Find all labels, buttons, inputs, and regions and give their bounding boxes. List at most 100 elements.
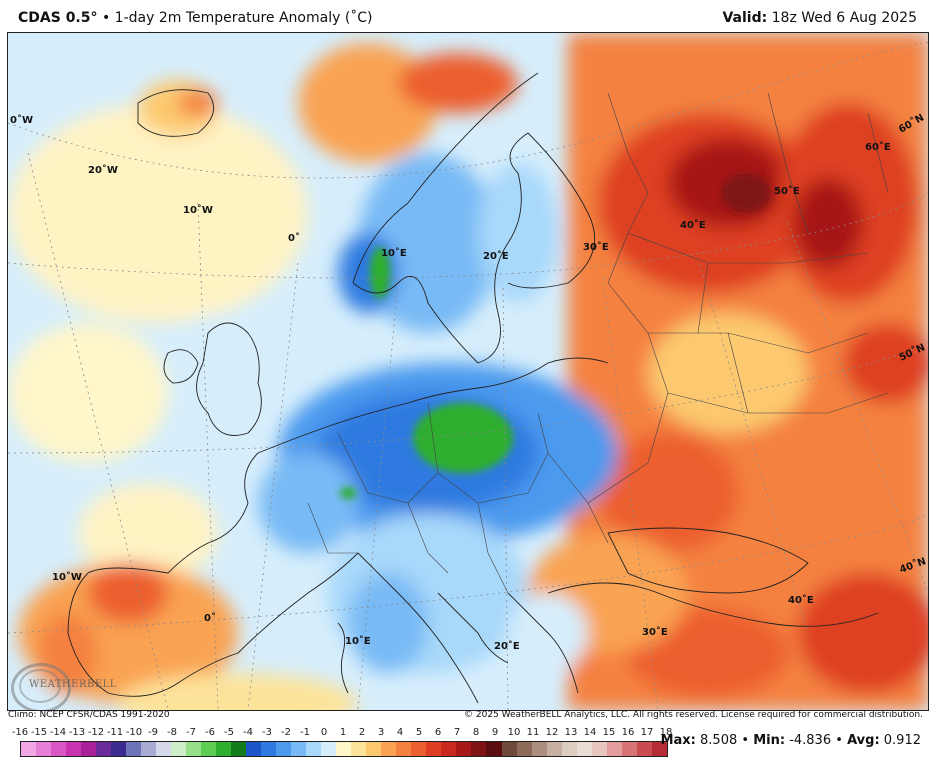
stats-bullet-1: • bbox=[741, 733, 750, 748]
colorbar-tick-label: -10 bbox=[125, 727, 143, 738]
label-lon-20e: 20˚E bbox=[483, 250, 509, 262]
title-separator: • bbox=[97, 10, 115, 26]
colorbar-tick-label: 9 bbox=[491, 727, 499, 738]
label-lon-30e: 30˚E bbox=[583, 241, 609, 253]
colorbar-swatch bbox=[276, 742, 292, 756]
map-canvas: 0˚W 20˚W 10˚W 0˚ 10˚E 20˚E 30˚E 40˚E 50˚… bbox=[8, 33, 928, 710]
degree-sign: ° bbox=[90, 10, 98, 26]
colorbar-tick-label: -1 bbox=[300, 727, 310, 738]
logo-text: WEATHERBELL bbox=[29, 679, 117, 690]
colorbar-swatch bbox=[381, 742, 397, 756]
colorbar-swatch bbox=[546, 742, 562, 756]
colorbar-swatch bbox=[531, 742, 547, 756]
colorbar: -16 -15 -14 -13 -12 -11 -10 -9 -8 -7 -6 -5 -4 -3 -2 -1 0… bbox=[12, 727, 673, 767]
colorbar-tick-label: 2 bbox=[358, 727, 366, 738]
valid-value: 18z Wed 6 Aug 2025 bbox=[771, 10, 917, 26]
copyright-notice: © 2025 WeatherBELL Analytics, LLC. All r… bbox=[464, 710, 923, 720]
label-lon-10e-south: 10˚E bbox=[345, 635, 371, 647]
colorbar-swatches bbox=[20, 741, 668, 757]
label-lon-10w-south: 10˚W bbox=[52, 571, 82, 583]
colorbar-tick-label: 1 bbox=[339, 727, 347, 738]
max-label: Max: bbox=[660, 733, 696, 748]
colorbar-tick-label: -3 bbox=[262, 727, 272, 738]
colorbar-swatch bbox=[171, 742, 187, 756]
colorbar-tick-label: 4 bbox=[396, 727, 404, 738]
colorbar-swatch bbox=[306, 742, 322, 756]
colorbar-tick-label: 5 bbox=[415, 727, 423, 738]
avg-label: Avg: bbox=[847, 733, 880, 748]
graticule-labels: 0˚W 20˚W 10˚W 0˚ 10˚E 20˚E 30˚E 40˚E 50˚… bbox=[10, 112, 928, 652]
label-lon-40e: 40˚E bbox=[680, 219, 706, 231]
colorbar-swatch bbox=[246, 742, 262, 756]
colorbar-swatch bbox=[441, 742, 457, 756]
colorbar-swatch bbox=[576, 742, 592, 756]
colorbar-tick-label: -13 bbox=[68, 727, 86, 738]
colorbar-swatch bbox=[516, 742, 532, 756]
min-label: Min: bbox=[753, 733, 786, 748]
colorbar-swatch bbox=[561, 742, 577, 756]
stats-bullet-2: • bbox=[835, 733, 843, 748]
map-title: CDAS 0.5° • 1-day 2m Temperature Anomaly… bbox=[18, 10, 373, 26]
colorbar-swatch bbox=[426, 742, 442, 756]
max-value: 8.508 bbox=[700, 733, 738, 748]
label-lon-10w: 10˚W bbox=[183, 204, 213, 216]
colorbar-swatch bbox=[36, 742, 52, 756]
colorbar-swatch bbox=[261, 742, 277, 756]
colorbar-swatch bbox=[351, 742, 367, 756]
colorbar-tick-label: 10 bbox=[507, 727, 521, 738]
label-lon-0: 0˚ bbox=[288, 232, 300, 244]
colorbar-tick-label: -6 bbox=[205, 727, 215, 738]
logo-ring-outer bbox=[11, 663, 71, 710]
colorbar-tick-label: -15 bbox=[30, 727, 48, 738]
colorbar-swatch bbox=[321, 742, 337, 756]
label-lon-20e-south: 20˚E bbox=[494, 640, 520, 652]
label-lon-40e-south: 40˚E bbox=[788, 594, 814, 606]
colorbar-ticks: -16 -15 -14 -13 -12 -11 -10 -9 -8 -7 -6 -5 -4 -3 -2 -1 0… bbox=[12, 727, 673, 741]
colorbar-swatch bbox=[126, 742, 142, 756]
colorbar-swatch bbox=[96, 742, 112, 756]
colorbar-swatch bbox=[651, 742, 667, 756]
climo-credit: Climo: NCEP CFSR/CDAS 1991-2020 bbox=[8, 710, 170, 720]
colorbar-tick-label: 3 bbox=[377, 727, 385, 738]
logo-ring-inner bbox=[19, 669, 61, 703]
label-lon-50e: 50˚E bbox=[774, 185, 800, 197]
colorbar-tick-label: -14 bbox=[49, 727, 67, 738]
colorbar-swatch bbox=[486, 742, 502, 756]
label-lon-0-south: 0˚ bbox=[204, 612, 216, 624]
label-lon-10e: 10˚E bbox=[381, 247, 407, 259]
colorbar-swatch bbox=[396, 742, 412, 756]
colorbar-tick-label: 18 bbox=[659, 727, 673, 738]
valid-label: Valid: bbox=[722, 10, 768, 26]
colorbar-swatch bbox=[141, 742, 157, 756]
weatherbell-logo: WEATHERBELL bbox=[11, 663, 121, 710]
label-lon-20w: 20˚W bbox=[88, 164, 118, 176]
colorbar-swatch bbox=[591, 742, 607, 756]
colorbar-swatch bbox=[291, 742, 307, 756]
colorbar-swatch bbox=[66, 742, 82, 756]
colorbar-swatch bbox=[81, 742, 97, 756]
anomaly-cores bbox=[340, 173, 771, 499]
anomaly-map[interactable]: 0˚W 20˚W 10˚W 0˚ 10˚E 20˚E 30˚E 40˚E 50˚… bbox=[7, 32, 929, 711]
colorbar-tick-label: 12 bbox=[545, 727, 559, 738]
colorbar-swatch bbox=[636, 742, 652, 756]
colorbar-tick-label: 14 bbox=[583, 727, 597, 738]
colorbar-swatch bbox=[51, 742, 67, 756]
colorbar-tick-label: -9 bbox=[148, 727, 158, 738]
colorbar-tick-label: 15 bbox=[602, 727, 616, 738]
colorbar-swatch bbox=[336, 742, 352, 756]
colorbar-swatch bbox=[606, 742, 622, 756]
colorbar-swatch bbox=[186, 742, 202, 756]
colorbar-swatch bbox=[456, 742, 472, 756]
colorbar-tick-label: -12 bbox=[87, 727, 105, 738]
colorbar-tick-label: 0 bbox=[320, 727, 328, 738]
graticule-lines bbox=[8, 42, 928, 710]
label-lon-30e-south: 30˚E bbox=[642, 626, 668, 638]
colorbar-swatch bbox=[111, 742, 127, 756]
colorbar-tick-label: -5 bbox=[224, 727, 234, 738]
colorbar-tick-label: 17 bbox=[640, 727, 654, 738]
colorbar-swatch bbox=[216, 742, 232, 756]
colorbar-swatch bbox=[621, 742, 637, 756]
avg-value: 0.912 bbox=[883, 733, 921, 748]
colorbar-tick-label: -8 bbox=[167, 727, 177, 738]
colorbar-swatch bbox=[411, 742, 427, 756]
